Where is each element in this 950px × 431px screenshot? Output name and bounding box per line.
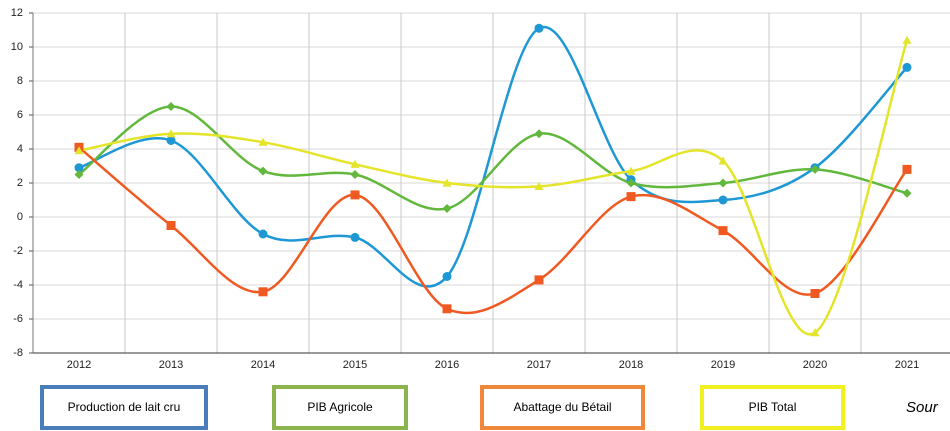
marker — [810, 164, 820, 174]
marker — [534, 181, 544, 190]
y-tick-label: 10 — [11, 41, 23, 53]
marker — [350, 190, 360, 200]
marker — [258, 287, 268, 297]
grid — [33, 12, 950, 354]
y-tick-label: -4 — [13, 279, 23, 291]
series-line — [78, 25, 908, 288]
axes: -8 -6 -4 -2 0 2 4 6 8 10 12 2012 2013 2014 2015 2016 201… — [11, 7, 950, 371]
marker — [74, 146, 84, 155]
y-tick-label: -8 — [13, 347, 23, 359]
legend: Production de lait cru PIB Agricole Abatta… — [40, 385, 845, 430]
marker — [718, 178, 728, 188]
marker — [718, 195, 728, 205]
legend-box — [272, 385, 408, 430]
x-tick-label: 2014 — [251, 359, 275, 371]
marker — [442, 178, 452, 187]
marker — [902, 164, 912, 174]
marker — [810, 328, 820, 337]
marker — [166, 129, 176, 138]
x-tick-label: 2018 — [619, 359, 643, 371]
marker — [166, 221, 176, 230]
marker — [626, 178, 636, 188]
markers — [74, 23, 912, 337]
y-tick-label: -6 — [13, 313, 23, 325]
x-tick-label: 2020 — [803, 359, 827, 371]
marker — [442, 272, 452, 281]
legend-label: PIB Agricole — [307, 400, 373, 414]
marker — [534, 129, 544, 139]
marker — [258, 229, 268, 239]
marker — [902, 62, 912, 72]
marker — [258, 166, 268, 176]
legend-label: Production de lait cru — [68, 400, 181, 414]
x-tick-label: 2015 — [343, 359, 367, 371]
marker — [718, 156, 728, 165]
legend-label: Abattage du Bétail — [513, 400, 611, 414]
y-tick-label: 6 — [17, 109, 23, 121]
series-line — [78, 146, 909, 315]
x-tick-label: 2017 — [527, 359, 551, 371]
marker — [534, 23, 544, 33]
marker — [166, 102, 176, 111]
y-tick-label: 8 — [17, 75, 23, 87]
marker — [902, 35, 912, 44]
marker — [350, 232, 360, 242]
x-tick-label: 2019 — [711, 359, 735, 371]
marker — [442, 304, 452, 314]
y-tick-label: 2 — [17, 177, 23, 189]
x-tick-label: 2013 — [159, 359, 183, 371]
marker — [718, 226, 728, 236]
marker — [74, 170, 84, 179]
legend-label: PIB Total — [749, 400, 797, 414]
legend-box — [480, 385, 645, 430]
y-tick-label: 0 — [17, 211, 23, 223]
marker — [350, 159, 360, 168]
legend-box — [40, 385, 208, 430]
legend-box — [700, 385, 845, 430]
x-tick-label: 2012 — [67, 359, 91, 371]
marker — [626, 192, 636, 202]
marker — [166, 136, 176, 145]
y-tick-label: 4 — [17, 143, 23, 155]
marker — [350, 170, 360, 179]
marker — [74, 163, 84, 173]
marker — [534, 275, 544, 285]
source-note: Sour — [906, 399, 939, 416]
y-tick-label: -2 — [13, 245, 23, 257]
y-tick-label: 12 — [11, 7, 23, 19]
marker — [442, 204, 452, 213]
x-tick-label: 2016 — [435, 359, 459, 371]
x-tick-label: 2021 — [895, 359, 919, 371]
marker — [258, 137, 268, 146]
marker — [626, 166, 636, 175]
marker — [810, 289, 820, 298]
marker — [902, 188, 912, 198]
